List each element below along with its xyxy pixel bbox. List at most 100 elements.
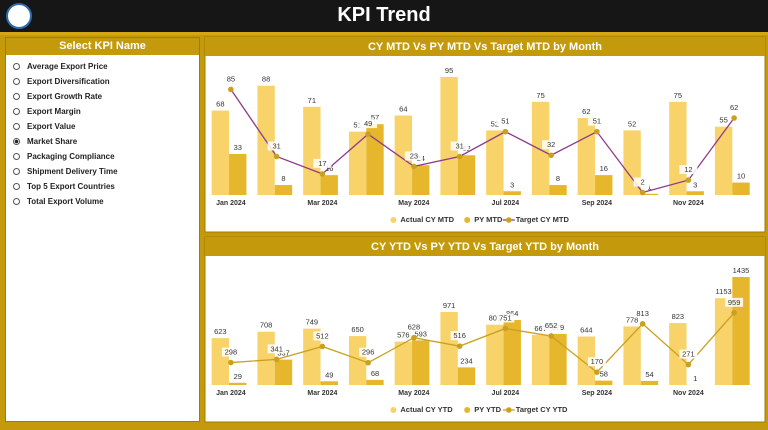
data-label-bg (725, 102, 744, 112)
line (230, 89, 735, 194)
slicer-item[interactable]: Export Growth Rate (13, 89, 199, 104)
slicer-item[interactable]: Top 5 Export Countries (13, 179, 199, 194)
data-label-bg (267, 344, 286, 354)
bar (640, 193, 659, 195)
x-tick-label: Jan 2024 (216, 390, 246, 397)
slicer-item[interactable]: Export Value (13, 119, 199, 134)
data-label: 52 (628, 119, 636, 128)
data-label: 650 (351, 325, 364, 334)
bar (440, 77, 458, 195)
legend-swatch (390, 217, 397, 223)
data-label: 12 (684, 165, 692, 174)
data-label: 296 (362, 348, 375, 357)
slicer-item[interactable]: Total Export Volume (13, 194, 199, 209)
bar (714, 126, 733, 195)
data-label-bg (221, 347, 240, 357)
bar (257, 331, 275, 385)
bar (595, 380, 613, 385)
bar (623, 326, 641, 385)
radio-button[interactable] (13, 183, 20, 190)
data-label: 62 (730, 103, 738, 112)
chart-header (205, 237, 765, 256)
radio-button[interactable] (13, 93, 20, 100)
slicer-item-label[interactable]: Export Diversification (27, 77, 110, 86)
x-tick-label: Mar 2024 (307, 200, 337, 207)
data-label: 49 (364, 119, 372, 128)
data-label: 58 (600, 370, 608, 379)
legend-label: Target CY MTD (516, 215, 570, 224)
data-label: 652 (545, 321, 558, 330)
data-label: 95 (445, 66, 453, 75)
legend-swatch (464, 407, 471, 413)
data-label: 51 (501, 117, 509, 126)
x-tick-label: May 2024 (398, 200, 429, 207)
data-label-bg (267, 141, 286, 151)
x-tick-label: Nov 2024 (673, 200, 704, 207)
slicer-item-label[interactable]: Shipment Delivery Time (27, 167, 118, 176)
bar (669, 323, 687, 385)
line-marker (319, 171, 326, 177)
slicer-item[interactable]: Export Diversification (13, 74, 199, 89)
slicer-item[interactable]: Average Export Price (13, 59, 199, 74)
data-label: 778 (626, 315, 639, 324)
data-label: 751 (499, 313, 512, 322)
data-label: 75 (674, 91, 682, 100)
bar (394, 115, 413, 195)
slicer-item-label[interactable]: Export Growth Rate (27, 92, 103, 101)
data-label-bg (679, 349, 698, 359)
slicer-item-label[interactable]: Market Share (27, 137, 78, 146)
bar (303, 328, 321, 385)
slicer-item-label[interactable]: Average Export Price (27, 62, 108, 71)
line-marker (456, 153, 463, 160)
data-label: 88 (262, 75, 270, 84)
slicer-item[interactable]: Packaging Compliance (13, 149, 199, 164)
slicer-item[interactable]: Market Share (13, 134, 199, 149)
data-label: 71 (308, 96, 316, 105)
bar (229, 154, 247, 195)
radio-button[interactable] (13, 123, 20, 130)
header: KPI Trend (0, 0, 768, 35)
radio-button[interactable] (13, 108, 20, 115)
data-label: 576 (397, 331, 410, 340)
bar (320, 175, 338, 195)
slicer-item-label[interactable]: Top 5 Export Countries (27, 182, 115, 191)
line-marker (228, 86, 234, 93)
data-label: 33 (234, 143, 242, 152)
radio-button[interactable] (13, 138, 20, 145)
bar (274, 359, 293, 385)
radio-button[interactable] (13, 168, 20, 175)
line-marker (548, 333, 554, 339)
bar (640, 380, 659, 385)
slicer-item-label[interactable]: Total Export Volume (27, 197, 104, 206)
line (230, 312, 735, 374)
data-label: 864 (506, 309, 519, 318)
bar (274, 185, 293, 195)
line-marker (731, 115, 737, 121)
x-tick-label: Mar 2024 (307, 390, 337, 397)
data-label: 31 (272, 141, 280, 150)
data-label: 51 (353, 121, 361, 130)
slicer-item-label[interactable]: Export Value (27, 122, 76, 131)
slicer-item-label[interactable]: Packaging Compliance (27, 152, 115, 161)
slicer-item[interactable]: Export Margin (13, 104, 199, 119)
x-tick-label: Jul 2024 (492, 200, 520, 207)
line-marker (365, 359, 371, 366)
radio-button[interactable] (13, 78, 20, 85)
radio-button[interactable] (13, 63, 20, 70)
radio-button[interactable] (13, 153, 20, 160)
data-label-bg (313, 331, 332, 341)
bar (577, 117, 596, 195)
slicer-item[interactable]: Shipment Delivery Time (13, 164, 199, 179)
bar (348, 131, 367, 195)
bar (394, 341, 413, 385)
legend-label: PY MTD (474, 215, 503, 224)
legend-swatch (506, 407, 512, 413)
legend-label: Actual CY YTD (400, 405, 453, 414)
logo (6, 3, 32, 29)
line-marker (685, 361, 692, 368)
slicer-item-label[interactable]: Export Margin (27, 107, 81, 116)
bar (211, 110, 230, 195)
radio-button[interactable] (13, 198, 20, 205)
data-label: 708 (260, 321, 273, 330)
line-marker (639, 189, 646, 196)
